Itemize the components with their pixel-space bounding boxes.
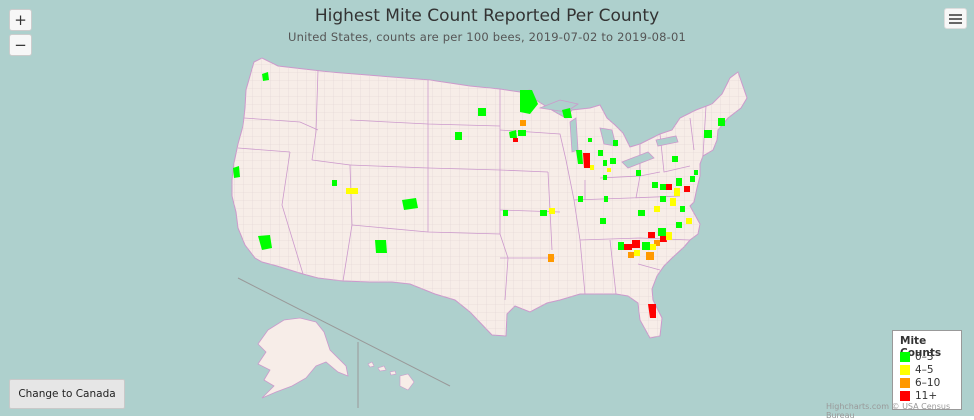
hawaii-shape xyxy=(367,361,415,391)
legend-label: 4–5 xyxy=(915,364,934,376)
credits: Highcharts.com © USA Census Bureau xyxy=(826,402,951,420)
chart-subtitle: United States, counts are per 100 bees, … xyxy=(288,30,686,44)
export-menu-button[interactable] xyxy=(944,8,967,29)
legend-item[interactable]: 4–5 xyxy=(900,364,934,376)
county-grid xyxy=(232,58,747,338)
chart-title: Highest Mite Count Reported Per County xyxy=(314,6,660,26)
legend-label: 0–3 xyxy=(915,351,934,363)
hamburger-menu-icon xyxy=(949,22,962,24)
legend-label: 11+ xyxy=(915,390,938,402)
zoom-in-button[interactable]: + xyxy=(9,9,32,31)
legend-item[interactable]: 11+ xyxy=(900,390,937,402)
legend-swatch xyxy=(900,352,910,362)
legend-swatch xyxy=(900,391,910,401)
hamburger-menu-icon xyxy=(949,18,962,20)
zoom-out-button[interactable]: − xyxy=(9,34,32,56)
legend-swatch xyxy=(900,378,910,388)
legend-title: Mite Counts xyxy=(900,335,942,359)
legend-label: 6–10 xyxy=(915,377,941,389)
legend-swatch xyxy=(900,365,910,375)
legend-item[interactable]: 6–10 xyxy=(900,377,940,389)
change-to-canada-button[interactable]: Change to Canada xyxy=(9,379,125,409)
reported-counties xyxy=(233,72,725,318)
hamburger-menu-icon xyxy=(949,14,962,16)
inset-dividers xyxy=(237,277,451,408)
legend: Mite Counts 0–3 4–5 6–10 11+ xyxy=(892,330,962,410)
alaska-shape xyxy=(257,317,349,399)
legend-item[interactable]: 0–3 xyxy=(900,351,934,363)
